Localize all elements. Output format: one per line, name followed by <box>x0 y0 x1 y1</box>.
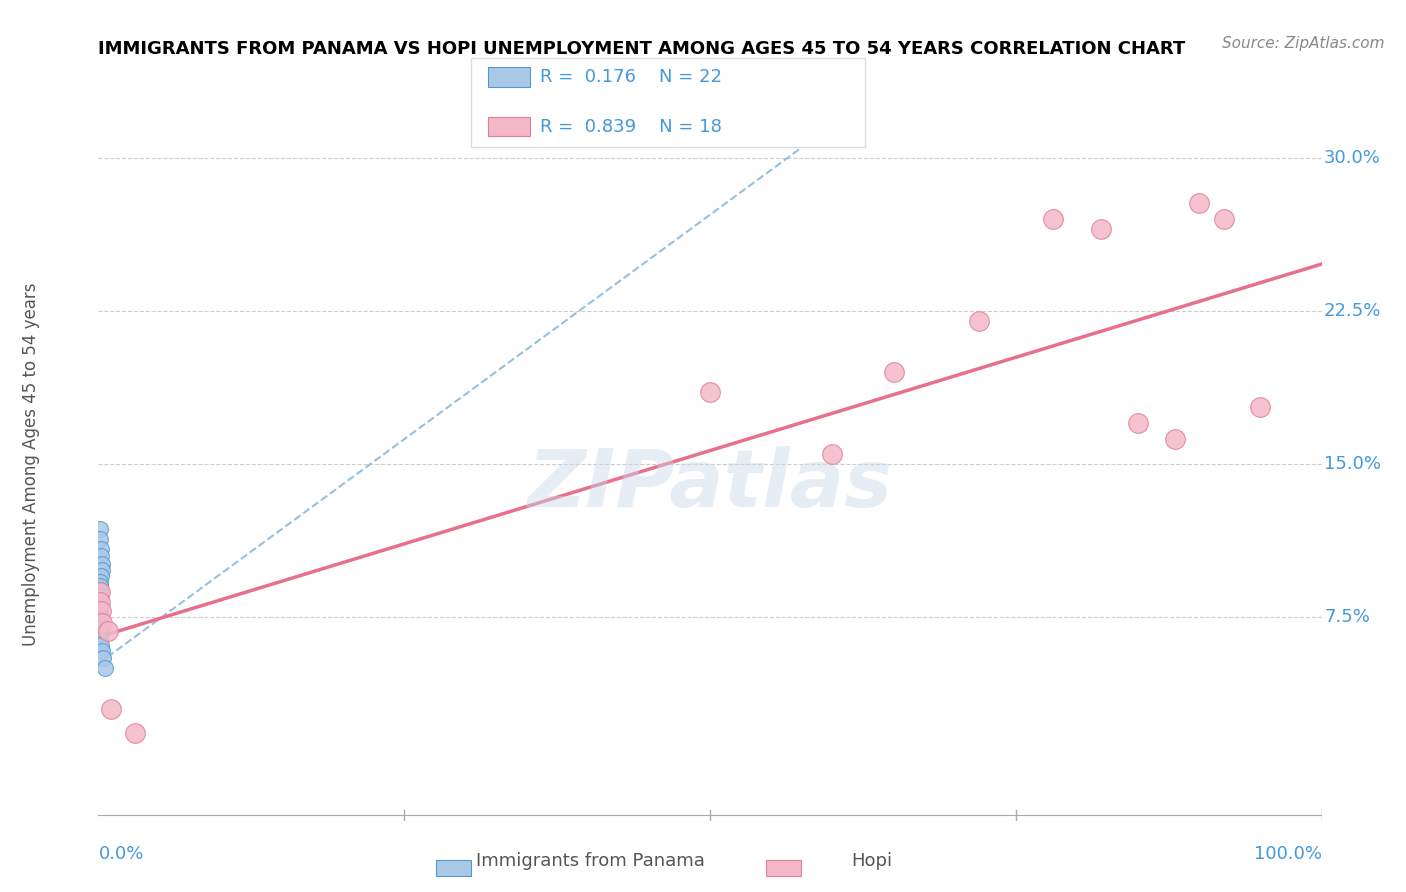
Point <box>1212 212 1234 227</box>
Text: Unemployment Among Ages 45 to 54 years: Unemployment Among Ages 45 to 54 years <box>22 282 41 646</box>
Point <box>91 557 114 571</box>
Point <box>89 607 111 622</box>
Point <box>1042 212 1064 227</box>
Point <box>89 575 111 590</box>
Point <box>90 569 112 583</box>
Point <box>100 701 122 715</box>
Point <box>91 615 114 630</box>
Point <box>89 614 111 628</box>
Point <box>89 585 111 599</box>
Point <box>89 579 111 593</box>
Point <box>1188 195 1211 210</box>
Point <box>97 624 120 638</box>
Point <box>1090 222 1112 236</box>
Text: 0.0%: 0.0% <box>98 845 143 863</box>
Point <box>89 595 111 609</box>
Text: R =  0.176    N = 22: R = 0.176 N = 22 <box>540 68 721 86</box>
Point <box>89 595 111 609</box>
Point <box>821 447 844 461</box>
Point <box>90 542 112 557</box>
Point <box>93 661 115 675</box>
Point <box>89 590 111 604</box>
Point <box>90 604 112 618</box>
Point <box>90 638 112 652</box>
Point <box>91 644 114 658</box>
Text: 22.5%: 22.5% <box>1324 301 1382 320</box>
Point <box>89 522 111 536</box>
Text: 15.0%: 15.0% <box>1324 455 1381 473</box>
Point <box>1249 400 1271 414</box>
Text: 7.5%: 7.5% <box>1324 607 1369 626</box>
Point <box>967 314 990 328</box>
Point <box>883 365 905 379</box>
Text: Hopi: Hopi <box>851 852 893 870</box>
Point <box>90 549 112 563</box>
Point <box>1164 433 1187 447</box>
Text: 100.0%: 100.0% <box>1254 845 1322 863</box>
Point <box>89 626 111 640</box>
Point <box>89 601 111 615</box>
Point <box>89 620 111 634</box>
Text: Source: ZipAtlas.com: Source: ZipAtlas.com <box>1222 36 1385 51</box>
Point <box>91 563 114 577</box>
Point <box>699 385 721 400</box>
Point <box>89 533 111 547</box>
Point <box>89 583 111 598</box>
Point <box>89 632 111 647</box>
Point <box>91 650 114 665</box>
Text: R =  0.839    N = 18: R = 0.839 N = 18 <box>540 118 721 136</box>
Text: Immigrants from Panama: Immigrants from Panama <box>477 852 704 870</box>
Text: ZIPatlas: ZIPatlas <box>527 446 893 524</box>
Text: 30.0%: 30.0% <box>1324 149 1381 167</box>
Point <box>1128 416 1150 430</box>
Text: IMMIGRANTS FROM PANAMA VS HOPI UNEMPLOYMENT AMONG AGES 45 TO 54 YEARS CORRELATIO: IMMIGRANTS FROM PANAMA VS HOPI UNEMPLOYM… <box>98 40 1185 58</box>
Point <box>124 726 146 740</box>
